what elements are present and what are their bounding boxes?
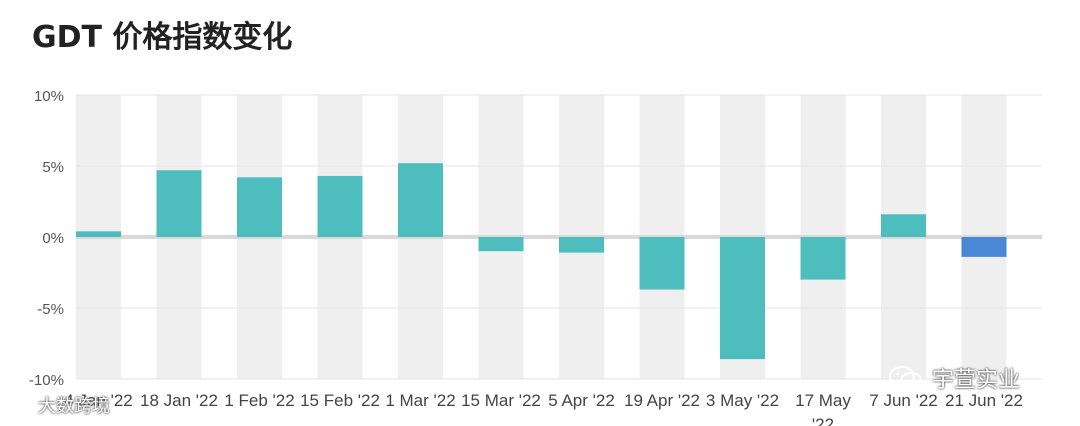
bar	[720, 237, 765, 360]
x-tick-label: 15 Mar '22	[461, 391, 541, 410]
x-tick-label: 15 Feb '22	[300, 391, 380, 410]
left-watermark: 大数跨境	[6, 392, 110, 418]
chart-title: GDT 价格指数变化	[32, 20, 293, 55]
y-tick-label: 10%	[34, 88, 64, 105]
x-tick-label: 5 Apr '22	[548, 391, 615, 410]
bar	[478, 237, 524, 252]
x-tick-label: 4 Jan '22	[64, 391, 132, 410]
x-tick-label: 18 Jan '22	[140, 391, 218, 410]
wechat-icon	[889, 366, 922, 390]
wechat-watermark: 宇萱实业	[888, 362, 1020, 394]
brand-logo-icon	[7, 397, 28, 413]
bar	[317, 175, 363, 237]
x-tick-label: 1 Mar '22	[385, 391, 455, 410]
bar	[961, 237, 1007, 257]
x-tick-label: 21 Jun '22	[945, 391, 1023, 410]
y-tick-label: 0%	[42, 230, 64, 247]
x-tick-label: 1 Feb '22	[224, 391, 294, 410]
bar	[237, 177, 282, 237]
x-tick-label: 19 Apr '22	[624, 391, 700, 410]
x-tick-label: 17 May '22	[795, 391, 851, 426]
bar	[639, 237, 685, 290]
watermark-right-text: 宇萱实业	[932, 368, 1021, 393]
x-tick-label: 7 Jun '22	[869, 391, 937, 410]
y-tick-label: 5%	[42, 159, 64, 176]
bar	[881, 214, 926, 237]
y-tick-label: -10%	[29, 372, 64, 389]
bar	[800, 237, 846, 280]
x-tick-label: 3 May '22	[706, 391, 779, 410]
bar	[156, 170, 202, 237]
bar	[559, 237, 604, 253]
bar	[76, 231, 121, 237]
watermark-left-text: 大数跨境	[38, 396, 110, 417]
y-tick-label: -5%	[37, 301, 64, 318]
bar	[398, 163, 443, 237]
